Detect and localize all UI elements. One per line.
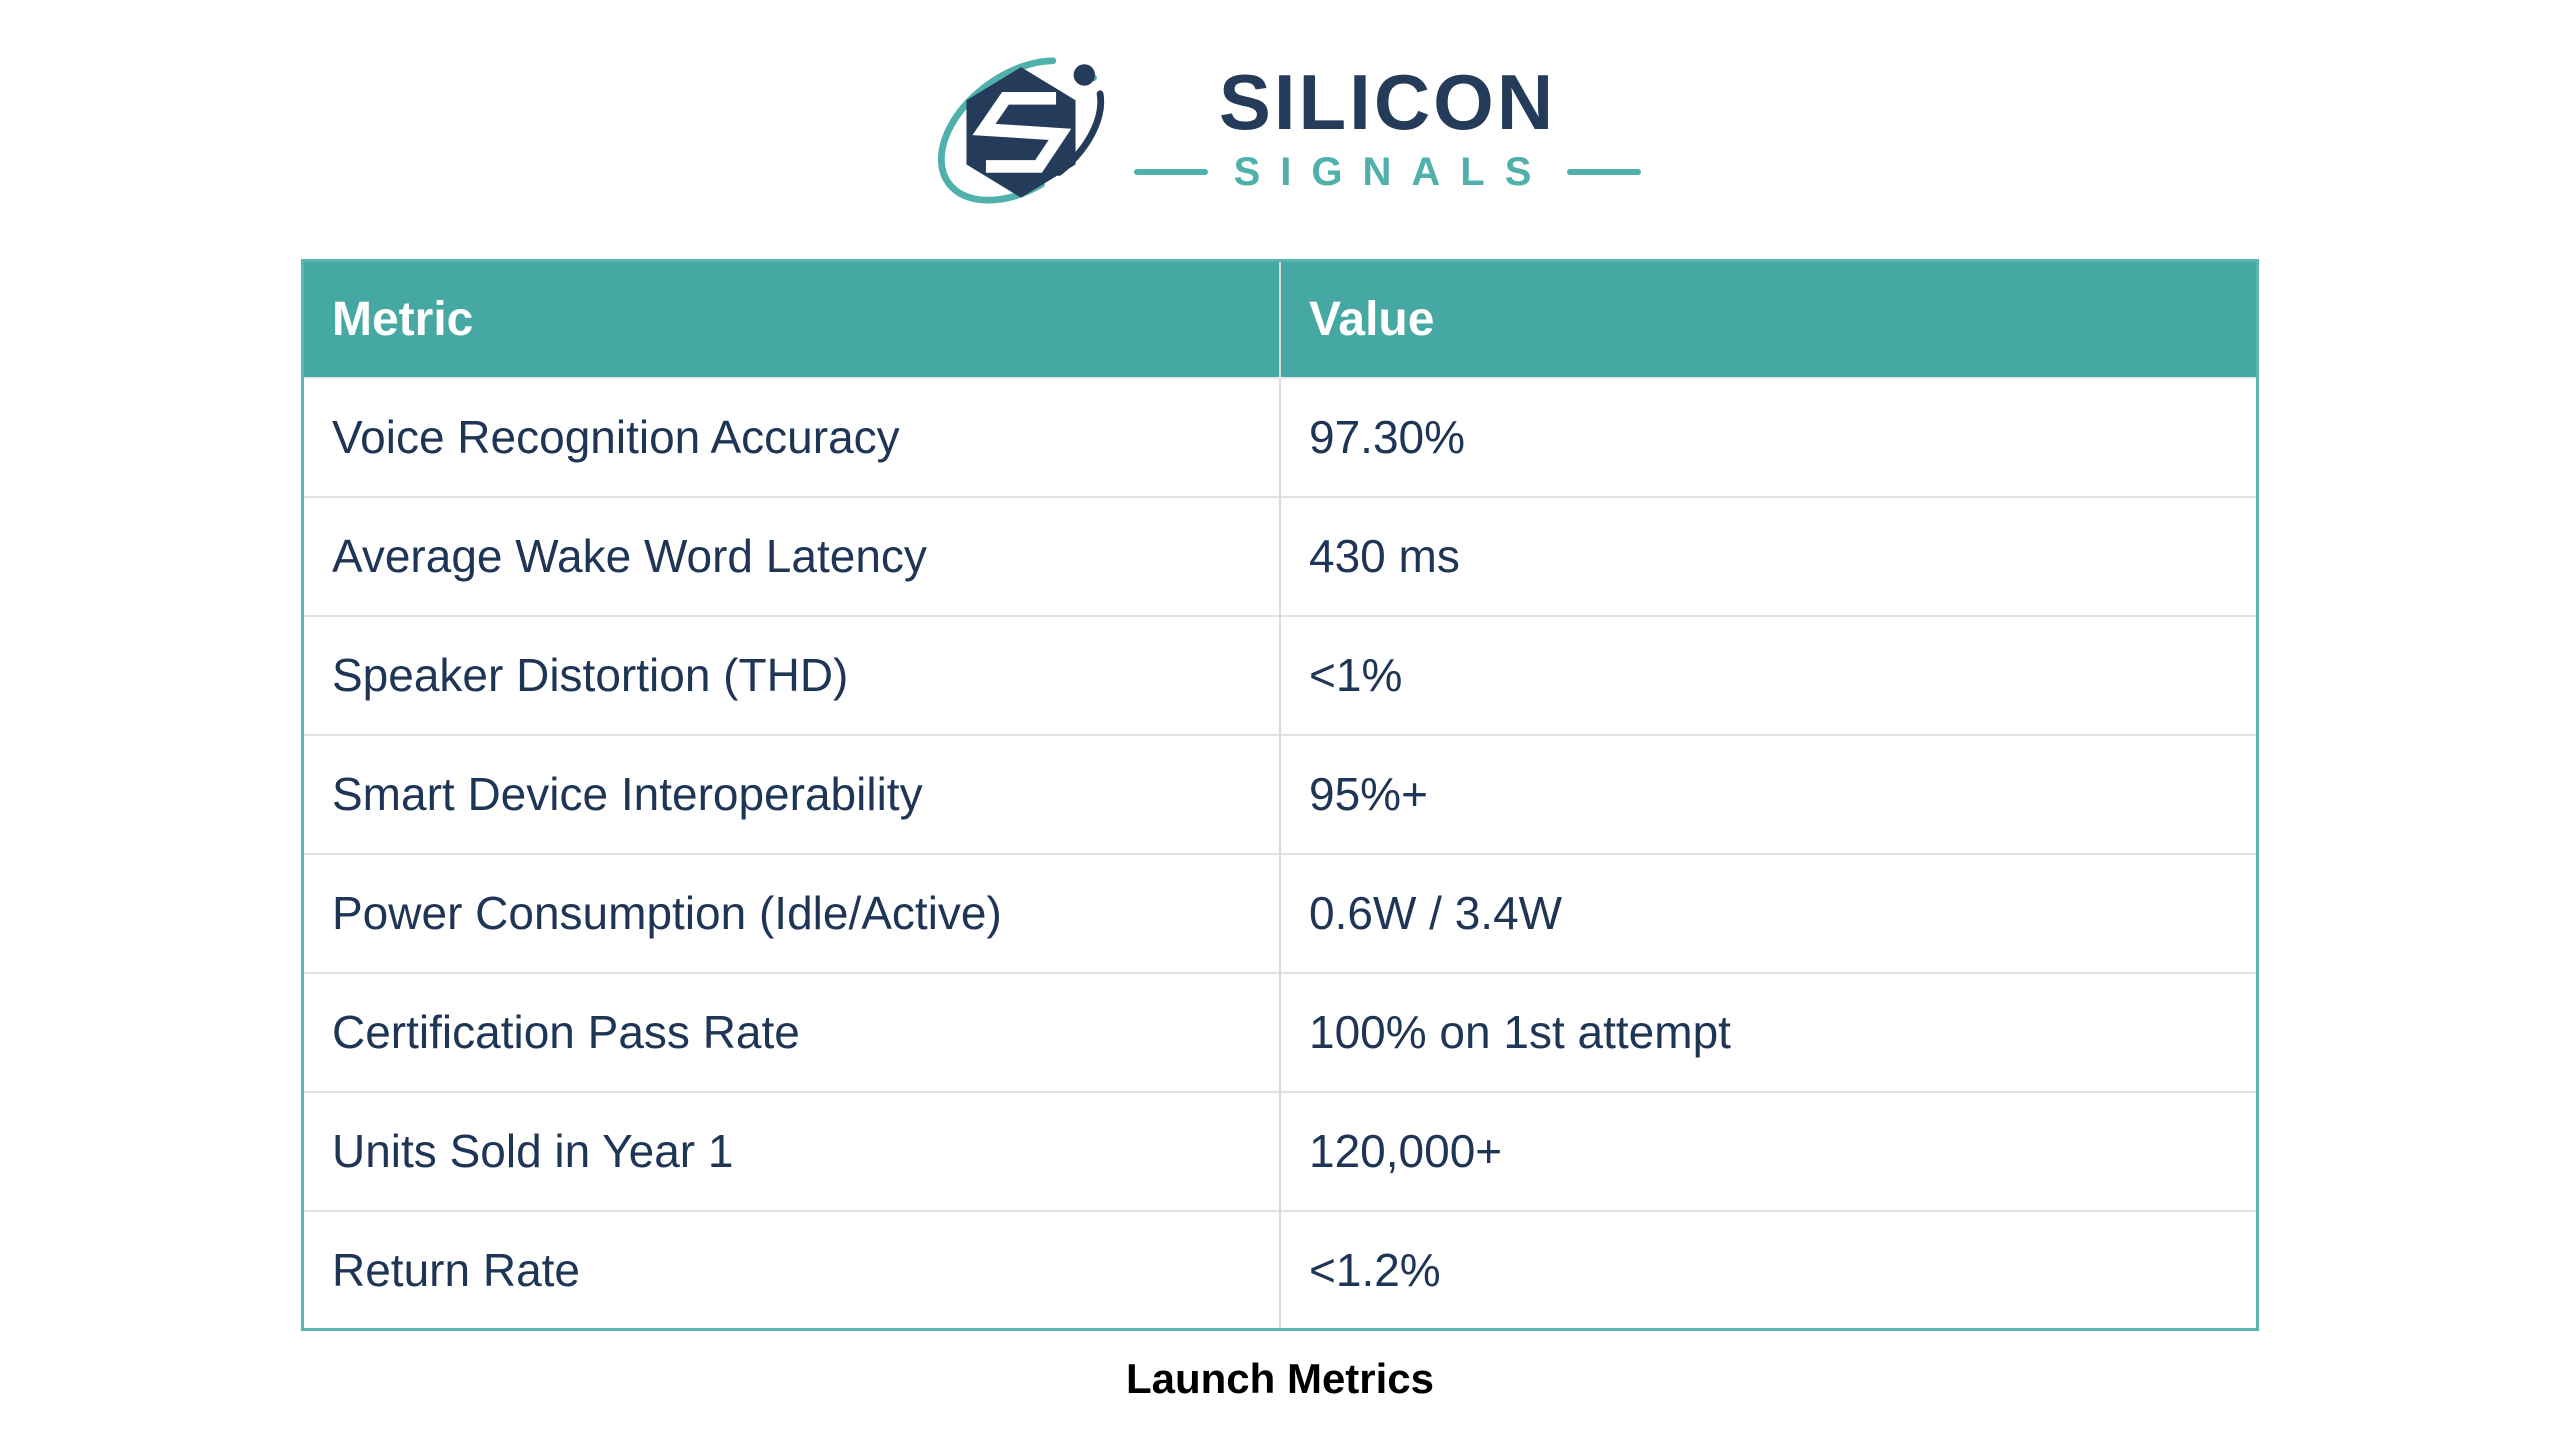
logo-wordmark: SILICON SIGNALS [1133, 58, 1642, 195]
metric-column-header: Metric [302, 260, 1280, 379]
table-row: Smart Device Interoperability 95%+ [302, 733, 2258, 854]
metric-cell: Smart Device Interoperability [302, 733, 1280, 854]
table-row: Average Wake Word Latency 430 ms [302, 495, 2258, 616]
metric-cell: Average Wake Word Latency [302, 495, 1280, 616]
signals-dash-right [1567, 169, 1642, 176]
i-dot [1073, 64, 1095, 86]
value-cell: 97.30% [1279, 377, 2258, 497]
value-cell: <1% [1279, 614, 2258, 735]
value-cell: <1.2% [1279, 1209, 2258, 1330]
value-column-header: Value [1279, 260, 2258, 379]
table-row: Certification Pass Rate 100% on 1st atte… [302, 971, 2258, 1092]
signals-dash-left [1133, 169, 1208, 176]
table-row: Power Consumption (Idle/Active) 0.6W / 3… [302, 852, 2258, 973]
metrics-table: Metric Value Voice Recognition Accuracy … [301, 259, 2259, 1331]
value-cell: 120,000+ [1279, 1090, 2258, 1211]
value-cell: 95%+ [1279, 733, 2258, 854]
table-row: Return Rate <1.2% [302, 1209, 2258, 1330]
table-row: Voice Recognition Accuracy 97.30% [302, 377, 2258, 497]
brand-secondary-text: SIGNALS [1233, 149, 1552, 194]
metrics-table-container: Metric Value Voice Recognition Accuracy … [301, 259, 2259, 1331]
metric-cell: Certification Pass Rate [302, 971, 1280, 1092]
hexagon-s-orbit-icon [937, 57, 1104, 204]
brand-primary-text: SILICON [1218, 58, 1557, 147]
header-row: Metric Value [302, 260, 2258, 379]
value-cell: 100% on 1st attempt [1279, 971, 2258, 1092]
metric-cell: Return Rate [302, 1209, 1280, 1330]
metric-cell: Units Sold in Year 1 [302, 1090, 1280, 1211]
table-caption: Launch Metrics [1125, 1355, 1435, 1402]
table-row: Units Sold in Year 1 120,000+ [302, 1090, 2258, 1211]
metrics-table-header: Metric Value [302, 260, 2258, 379]
metrics-table-body: Voice Recognition Accuracy 97.30% Averag… [302, 377, 2258, 1330]
table-row: Speaker Distortion (THD) <1% [302, 614, 2258, 735]
metric-cell: Speaker Distortion (THD) [302, 614, 1280, 735]
metric-cell: Voice Recognition Accuracy [302, 377, 1280, 497]
value-cell: 430 ms [1279, 495, 2258, 616]
value-cell: 0.6W / 3.4W [1279, 852, 2258, 973]
metric-cell: Power Consumption (Idle/Active) [302, 852, 1280, 973]
brand-secondary-row: SIGNALS [1133, 149, 1642, 195]
silicon-signals-logo: SILICON SIGNALS [0, 0, 2560, 221]
